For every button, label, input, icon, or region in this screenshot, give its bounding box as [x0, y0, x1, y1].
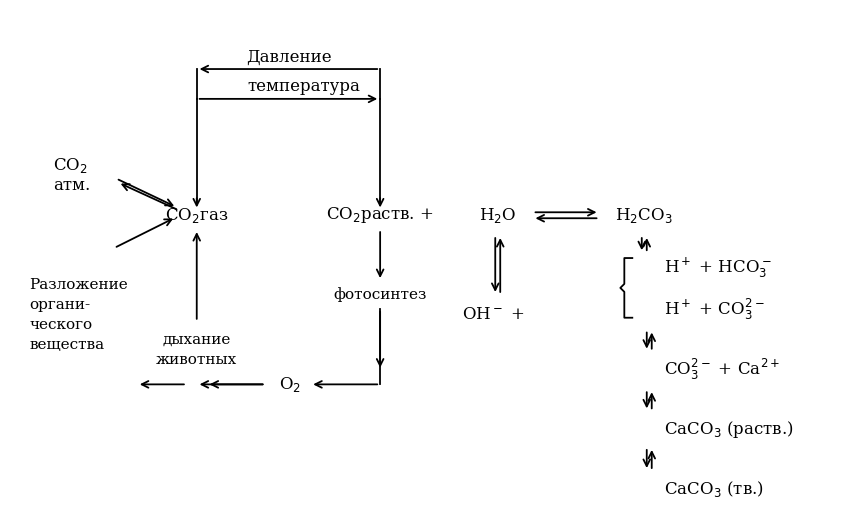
Text: CO$_2$газ: CO$_2$газ [165, 206, 229, 225]
Text: органи-: органи- [29, 298, 91, 312]
Text: CaCO$_3$ (раств.): CaCO$_3$ (раств.) [664, 419, 794, 440]
Text: H$_2$CO$_3$: H$_2$CO$_3$ [616, 206, 673, 225]
Text: CO$_2$: CO$_2$ [53, 156, 88, 175]
Text: атм.: атм. [53, 177, 91, 194]
Text: H$_2$O: H$_2$O [479, 206, 516, 225]
Text: CaCO$_3$ (тв.): CaCO$_3$ (тв.) [664, 479, 764, 499]
Text: OH$^-$ +: OH$^-$ + [462, 306, 524, 323]
Text: H$^+$ + CO$_3^{2-}$: H$^+$ + CO$_3^{2-}$ [664, 297, 764, 322]
Text: вещества: вещества [29, 338, 104, 351]
Text: CO$_3^{2-}$ + Ca$^{2+}$: CO$_3^{2-}$ + Ca$^{2+}$ [664, 357, 780, 382]
Text: Давление: Давление [246, 49, 331, 66]
Text: H$^+$ + HCO$_3^-$: H$^+$ + HCO$_3^-$ [664, 256, 772, 280]
Text: CO$_2$раств. +: CO$_2$раств. + [326, 205, 434, 225]
Text: дыхание: дыхание [162, 333, 231, 347]
Text: Разложение: Разложение [29, 278, 128, 292]
Text: фотосинтез: фотосинтез [333, 287, 427, 302]
Text: O$_2$: O$_2$ [279, 375, 301, 394]
Text: температура: температура [247, 78, 360, 95]
Text: ческого: ческого [29, 317, 93, 332]
Text: животных: животных [156, 352, 237, 367]
